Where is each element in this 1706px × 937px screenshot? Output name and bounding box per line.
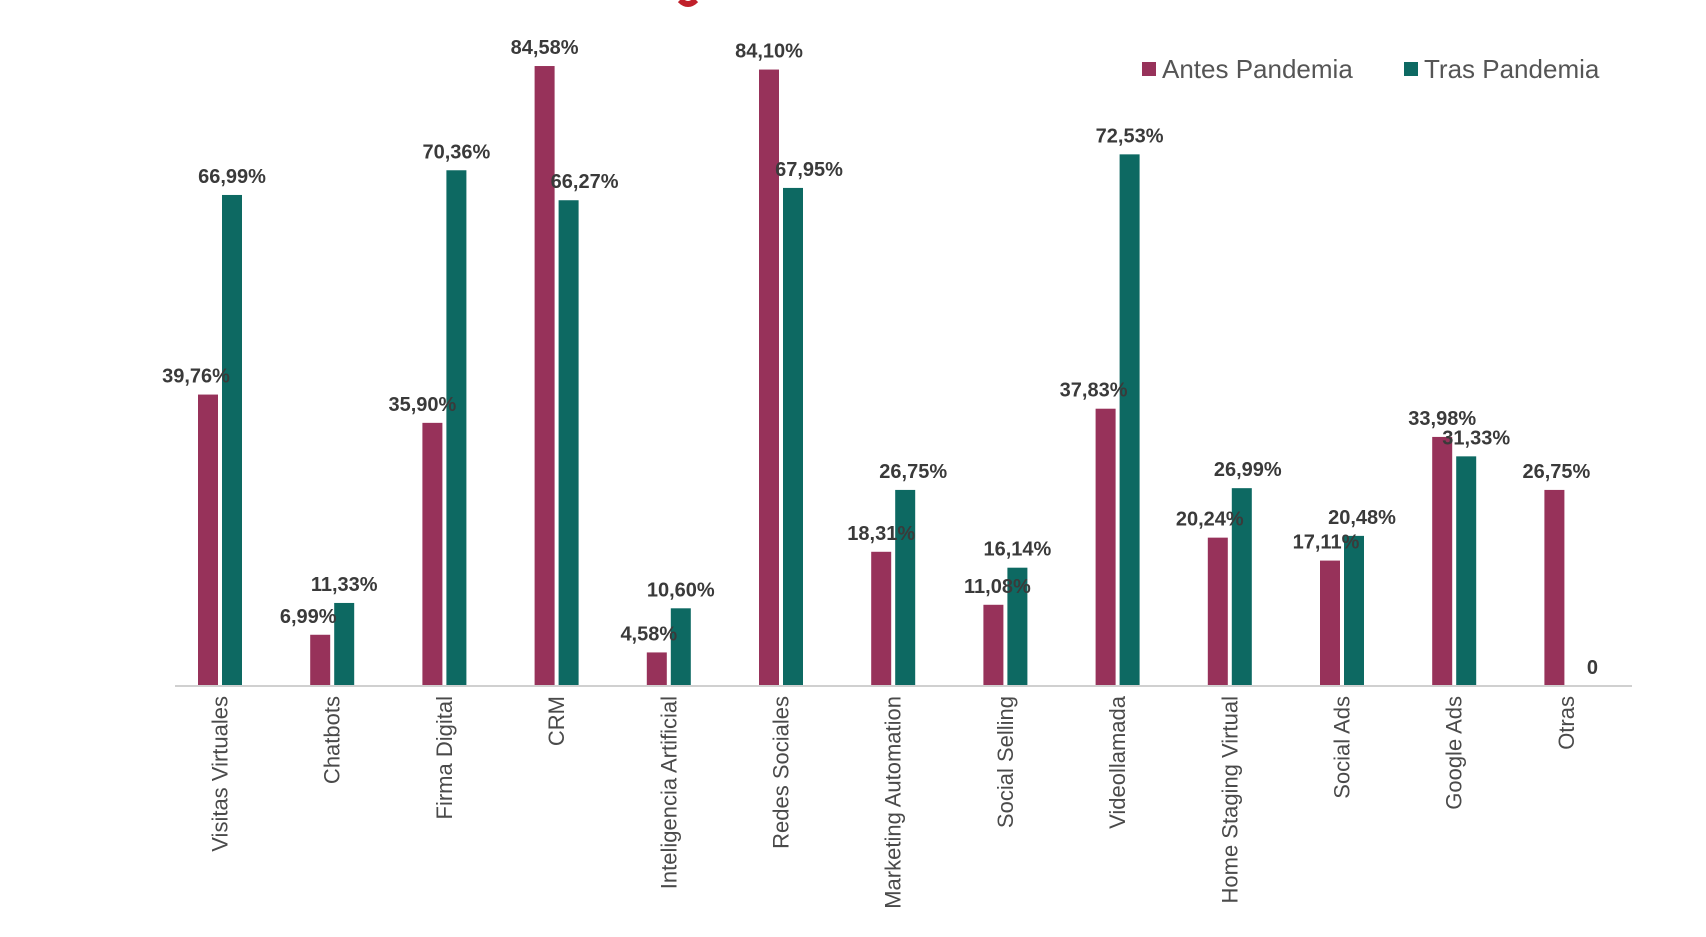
data-label-tras-pandemia-google-ads: 31,33%: [1442, 427, 1510, 449]
data-label-antes-pandemia-marketing-automation: 18,31%: [847, 523, 915, 545]
data-label-tras-pandemia-crm: 66,27%: [551, 171, 619, 193]
bar-antes-pandemia-google-ads: [1432, 436, 1453, 686]
category-label-social-ads: Social Ads: [1330, 696, 1355, 799]
data-label-antes-pandemia-google-ads: 33,98%: [1408, 408, 1476, 430]
bars-layer: [198, 66, 1565, 686]
category-label-crm: CRM: [544, 696, 569, 746]
data-label-antes-pandemia-crm: 84,58%: [511, 37, 579, 59]
data-label-antes-pandemia-social-ads: 17,11%: [1293, 532, 1360, 554]
bar-antes-pandemia-videollamada: [1095, 408, 1116, 686]
category-label-firma-digital: Firma Digital: [432, 696, 457, 819]
data-label-tras-pandemia-social-ads: 20,48%: [1328, 507, 1396, 529]
data-label-antes-pandemia-inteligencia-artificial: 4,58%: [620, 623, 677, 645]
bar-antes-pandemia-visitas-virtuales: [198, 394, 218, 686]
category-label-social-selling: Social Selling: [993, 696, 1018, 828]
legend-swatch-tras-pandemia: [1404, 62, 1418, 76]
bar-tras-pandemia-firma-digital: [446, 170, 467, 686]
bar-antes-pandemia-home-staging-virtual: [1207, 537, 1228, 686]
bar-antes-pandemia-inteligencia-artificial: [646, 652, 667, 686]
data-label-tras-pandemia-marketing-automation: 26,75%: [879, 461, 947, 483]
data-label-antes-pandemia-social-selling: 11,08%: [964, 576, 1031, 598]
data-label-tras-pandemia-otras: 0: [1587, 657, 1598, 679]
bar-tras-pandemia-crm: [558, 200, 579, 686]
data-label-antes-pandemia-videollamada: 37,83%: [1060, 380, 1128, 402]
category-label-inteligencia-artificial: Inteligencia Artificial: [656, 696, 681, 889]
bar-tras-pandemia-chatbots: [334, 602, 355, 686]
category-label-redes-sociales: Redes Sociales: [769, 696, 794, 849]
legend: Antes Pandemia Tras Pandemia: [1142, 54, 1600, 84]
bar-tras-pandemia-inteligencia-artificial: [670, 608, 691, 686]
bar-antes-pandemia-social-selling: [983, 604, 1004, 686]
data-label-tras-pandemia-redes-sociales: 67,95%: [775, 159, 843, 181]
category-label-otras: Otras: [1554, 696, 1579, 750]
data-label-antes-pandemia-home-staging-virtual: 20,24%: [1176, 509, 1244, 531]
data-label-antes-pandemia-chatbots: 6,99%: [280, 606, 337, 628]
category-label-home-staging-virtual: Home Staging Virtual: [1217, 696, 1242, 904]
category-label-videollamada: Videollamada: [1105, 695, 1130, 829]
bar-tras-pandemia-social-selling: [1007, 567, 1028, 686]
bar-tras-pandemia-home-staging-virtual: [1231, 488, 1252, 686]
bar-tras-pandemia-marketing-automation: [895, 489, 916, 686]
category-label-visitas-virtuales: Visitas Virtuales: [208, 696, 233, 852]
legend-label-tras-pandemia: Tras Pandemia: [1424, 54, 1600, 84]
bar-antes-pandemia-firma-digital: [422, 422, 443, 686]
data-label-tras-pandemia-firma-digital: 70,36%: [422, 141, 490, 163]
data-label-tras-pandemia-chatbots: 11,33%: [311, 574, 378, 596]
data-label-antes-pandemia-visitas-virtuales: 39,76%: [162, 366, 230, 388]
data-labels-layer: 39,76% 66,99% 6,99% 11,33% 35,90% 70,36% 84,58…: [162, 37, 1598, 679]
bar-antes-pandemia-marketing-automation: [871, 551, 892, 686]
bar-antes-pandemia-redes-sociales: [759, 69, 779, 686]
category-label-marketing-automation: Marketing Automation: [881, 696, 906, 909]
bar-antes-pandemia-crm: [534, 66, 555, 686]
bar-tras-pandemia-redes-sociales: [783, 187, 803, 686]
data-label-tras-pandemia-videollamada: 72,53%: [1096, 125, 1164, 147]
bar-antes-pandemia-chatbots: [310, 634, 331, 686]
legend-swatch-antes-pandemia: [1142, 62, 1156, 76]
data-label-antes-pandemia-firma-digital: 35,90%: [388, 394, 456, 416]
bar-tras-pandemia-social-ads: [1344, 535, 1364, 686]
bar-antes-pandemia-social-ads: [1320, 560, 1340, 686]
bar-antes-pandemia-otras: [1544, 489, 1565, 686]
legend-label-antes-pandemia: Antes Pandemia: [1162, 54, 1353, 84]
data-label-tras-pandemia-inteligencia-artificial: 10,60%: [647, 579, 715, 601]
category-labels-layer: Visitas Virtuales Chatbots Firma Digital CR…: [208, 695, 1579, 909]
cropped-title-fragment: [677, 0, 699, 7]
data-label-antes-pandemia-redes-sociales: 84,10%: [735, 41, 803, 63]
category-label-chatbots: Chatbots: [320, 696, 345, 784]
data-label-tras-pandemia-social-selling: 16,14%: [983, 539, 1051, 561]
data-label-tras-pandemia-visitas-virtuales: 66,99%: [198, 166, 266, 188]
data-label-tras-pandemia-home-staging-virtual: 26,99%: [1214, 459, 1282, 481]
category-label-google-ads: Google Ads: [1442, 696, 1467, 810]
bar-tras-pandemia-visitas-virtuales: [222, 194, 242, 686]
data-label-antes-pandemia-otras: 26,75%: [1522, 461, 1590, 483]
bar-tras-pandemia-videollamada: [1119, 154, 1140, 686]
bar-tras-pandemia-google-ads: [1456, 456, 1477, 686]
